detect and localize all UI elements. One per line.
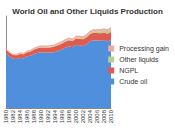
svg-text:1982: 1982 [10, 109, 16, 123]
svg-text:1992: 1992 [45, 109, 51, 123]
svg-text:1988: 1988 [31, 109, 37, 123]
svg-text:Processing gain: Processing gain [119, 45, 169, 53]
svg-text:Other liquids: Other liquids [119, 56, 159, 64]
svg-text:1998: 1998 [66, 109, 72, 123]
svg-text:2000: 2000 [73, 109, 79, 123]
svg-text:2008: 2008 [101, 109, 107, 123]
svg-text:2002: 2002 [80, 109, 86, 123]
svg-text:NGPL: NGPL [119, 67, 138, 74]
svg-text:1984: 1984 [17, 109, 23, 123]
svg-text:World Oil and Other Liquids Pr: World Oil and Other Liquids Production [12, 7, 163, 16]
svg-text:1994: 1994 [52, 109, 58, 123]
svg-text:Crude oil: Crude oil [119, 78, 147, 85]
svg-text:1990: 1990 [38, 109, 44, 123]
svg-text:2006: 2006 [94, 109, 100, 123]
svg-text:1996: 1996 [59, 109, 65, 123]
svg-text:2004: 2004 [87, 109, 93, 123]
svg-text:2010: 2010 [108, 109, 114, 123]
svg-text:1986: 1986 [24, 109, 30, 123]
svg-text:1980: 1980 [3, 109, 9, 123]
